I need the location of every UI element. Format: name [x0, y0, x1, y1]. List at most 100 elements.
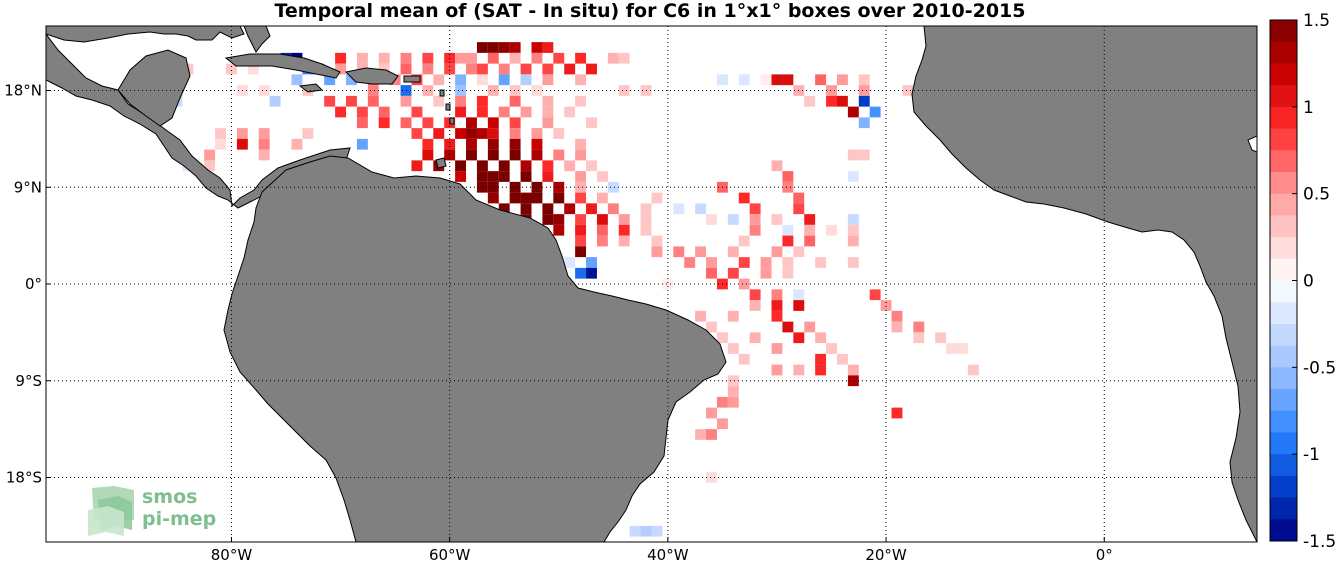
anomaly-cell	[738, 353, 750, 365]
anomaly-cell	[258, 85, 270, 96]
anomaly-cell	[782, 74, 794, 86]
anomaly-cell	[542, 42, 554, 53]
anomaly-cell	[771, 74, 783, 86]
anomaly-cell	[826, 85, 837, 96]
anomaly-cell	[509, 117, 521, 129]
anomaly-cell	[782, 321, 794, 333]
anomaly-cell	[575, 246, 587, 258]
anomaly-cell	[847, 214, 859, 225]
anomaly-cell	[782, 181, 794, 193]
anomaly-cell	[891, 407, 903, 419]
anomaly-cell	[498, 171, 510, 182]
anomaly-cell	[487, 181, 499, 193]
colorbar-swatch	[1270, 237, 1297, 260]
anomaly-cell	[847, 224, 859, 236]
anomaly-cell	[520, 74, 532, 86]
colorbar-tick-label: 1.5	[1303, 11, 1330, 31]
colorbar: 1.5 1 0.5 0 -0.5 -1 -1.5	[1269, 11, 1336, 552]
anomaly-cell	[847, 149, 859, 161]
anomaly-cell	[356, 138, 368, 150]
anomaly-cell	[706, 267, 717, 279]
anomaly-cell	[706, 407, 717, 419]
anomaly-cell	[553, 214, 565, 225]
anomaly-cell	[455, 171, 467, 182]
anomaly-cell	[542, 106, 554, 118]
anomaly-cell	[520, 63, 532, 75]
anomaly-cell	[476, 63, 488, 75]
anomaly-cell	[618, 85, 630, 96]
anomaly-cell	[509, 85, 521, 96]
anomaly-cell	[727, 343, 739, 354]
anomaly-cell	[826, 343, 837, 354]
anomaly-cell	[487, 171, 499, 182]
anomaly-cell	[695, 203, 707, 215]
anomaly-cell	[204, 149, 216, 161]
anomaly-cell	[542, 160, 554, 172]
north-america-land	[46, 26, 245, 43]
anomaly-cell	[771, 289, 783, 301]
anomaly-cell	[760, 257, 772, 268]
anomaly-cell	[564, 106, 576, 118]
anomaly-cell	[956, 343, 968, 354]
anomaly-cell	[356, 52, 368, 64]
cuba-land	[224, 53, 341, 79]
anomaly-cell	[596, 171, 608, 182]
anomaly-cell	[411, 160, 423, 172]
anomaly-cell	[771, 310, 783, 322]
colorbar-swatch	[1270, 150, 1297, 173]
anomaly-cell	[967, 364, 979, 376]
anomaly-cell	[684, 257, 696, 268]
anomaly-cell	[487, 192, 499, 204]
anomaly-cell	[706, 472, 717, 483]
anomaly-cell	[531, 85, 543, 96]
anomaly-cell	[542, 203, 554, 215]
anomaly-cell	[509, 42, 521, 53]
anomaly-cell	[847, 235, 859, 247]
anomaly-cell	[367, 95, 379, 107]
anomaly-cell	[542, 95, 554, 107]
colorbar-swatch	[1270, 41, 1297, 64]
anomaly-cell	[542, 171, 554, 182]
anomaly-cell	[226, 63, 237, 75]
colorbar-swatch	[1270, 519, 1297, 542]
x-tick-label: 60°W	[429, 546, 471, 563]
anomaly-cell	[520, 171, 532, 182]
anomaly-cell	[749, 203, 761, 215]
anomaly-cell	[531, 128, 543, 139]
anomaly-cell	[433, 74, 445, 86]
anomaly-cell	[891, 310, 903, 322]
colorbar-tick-label: 0.5	[1303, 185, 1330, 205]
anomaly-cell	[487, 85, 499, 96]
anomaly-cell	[455, 74, 467, 86]
anomaly-cell	[782, 171, 794, 182]
colorbar-swatch	[1270, 323, 1297, 347]
anomaly-cell	[826, 224, 837, 236]
anomaly-cell	[455, 106, 467, 118]
anomaly-cell	[640, 214, 652, 225]
anomaly-cell	[476, 128, 488, 139]
anomaly-cell	[553, 192, 565, 204]
anomaly-cell	[727, 246, 739, 258]
anomaly-cell	[760, 267, 772, 279]
anomaly-cell	[793, 332, 805, 344]
anomaly-cell	[444, 138, 456, 150]
anomaly-cell	[509, 52, 521, 64]
logo-emblem-sheet-icon	[88, 506, 124, 536]
anomaly-cell	[771, 214, 783, 225]
anomaly-cell	[487, 149, 499, 161]
anomaly-cell	[847, 375, 859, 387]
anomaly-cell	[640, 525, 652, 537]
anomaly-cell	[586, 160, 597, 172]
logo-line-1: smos	[142, 486, 197, 508]
anomaly-cell	[509, 149, 521, 161]
colorbar-swatch	[1270, 410, 1297, 433]
map-area	[46, 26, 1257, 542]
anomaly-cell	[455, 95, 467, 107]
anomaly-cell	[596, 192, 608, 204]
anomaly-cell	[531, 52, 543, 64]
anomaly-cell	[891, 321, 903, 333]
anomaly-cell	[575, 235, 587, 247]
florida-land	[243, 26, 271, 53]
anomaly-cell	[869, 106, 881, 118]
anomaly-cell	[378, 117, 390, 129]
